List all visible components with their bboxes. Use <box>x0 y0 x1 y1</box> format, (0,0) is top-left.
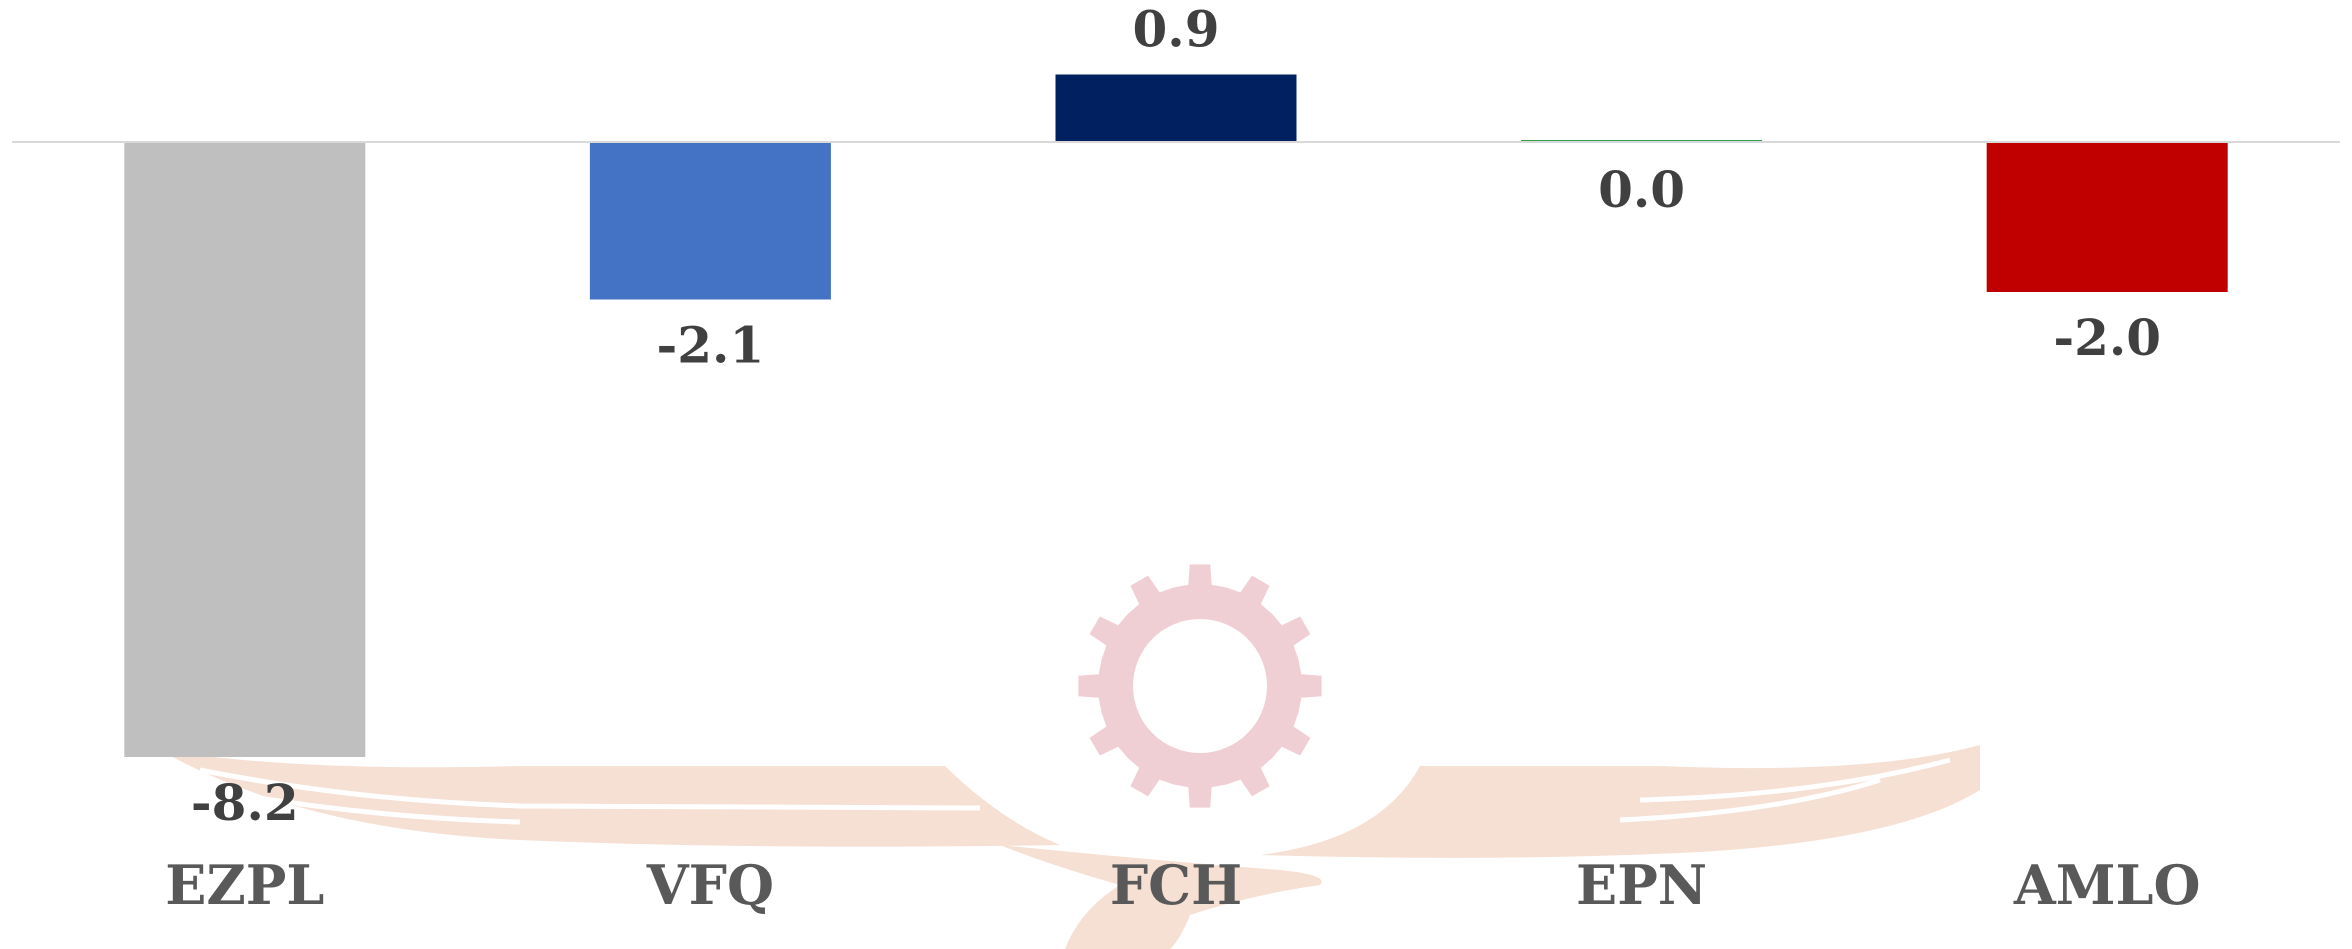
value-label-ezpl: -8.2 <box>191 773 299 832</box>
category-label-amlo: AMLO <box>2013 853 2201 917</box>
eagle-watermark <box>160 745 1980 949</box>
value-label-amlo: -2.0 <box>2053 308 2161 367</box>
category-label-ezpl: EZPL <box>165 853 324 917</box>
bar-ezpl <box>124 142 366 757</box>
category-label-epn: EPN <box>1576 853 1707 917</box>
value-label-fch: 0.9 <box>1133 0 1220 59</box>
gear-icon <box>1078 564 1322 808</box>
bars-layer <box>124 74 2228 757</box>
value-label-epn: 0.0 <box>1598 160 1685 219</box>
bar-vfq <box>589 142 831 300</box>
value-labels-layer: -8.2 -2.1 0.9 0.0 -2.0 <box>191 0 2161 832</box>
value-label-vfq: -2.1 <box>657 316 765 375</box>
category-label-fch: FCH <box>1110 853 1242 917</box>
gear-watermark <box>1078 564 1322 808</box>
bar-amlo <box>1986 142 2228 292</box>
category-label-vfq: VFQ <box>646 853 774 917</box>
category-labels-layer: EZPL VFQ FCH EPN AMLO <box>165 853 2200 917</box>
bar-fch <box>1055 74 1297 142</box>
eagle-gear-watermark <box>160 564 1980 949</box>
